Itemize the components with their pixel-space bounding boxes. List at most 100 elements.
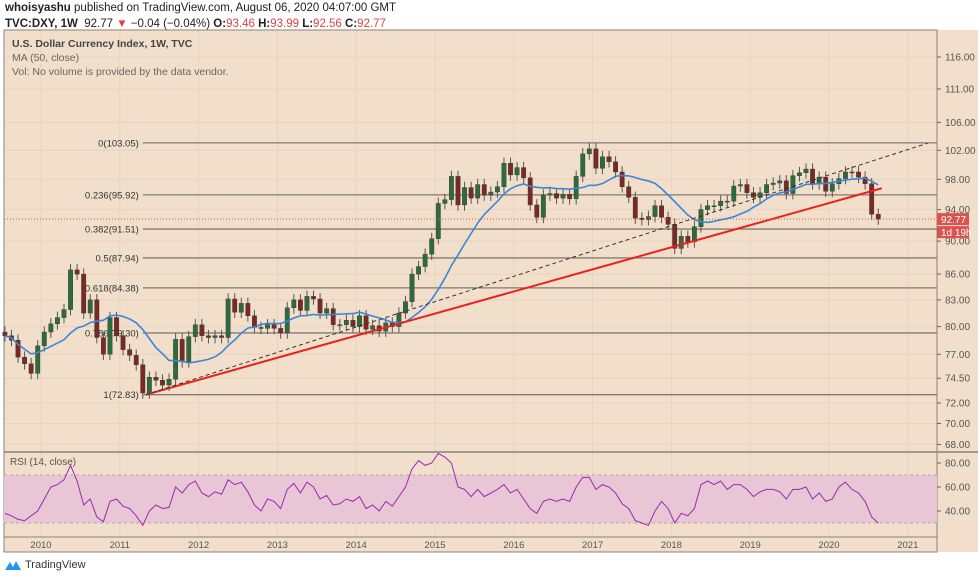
candle [396,312,402,327]
publish-info: whoisyashu published on TradingView.com,… [5,2,396,14]
fib-level-label: 1(72.83) [103,390,138,401]
quote-line: TVC:DXY, 1W 92.77 ▼ −0.04 (−0.04%) O:93.… [5,18,386,30]
candle [225,298,231,338]
time-tick-label: 2012 [188,540,209,551]
time-tick-label: 2018 [661,540,682,551]
legend-ma[interactable]: MA (50, close) [12,52,80,64]
candle [593,148,599,169]
candle [258,327,264,329]
candle [691,226,697,243]
candle [179,339,185,363]
candle [15,340,21,358]
candle [481,184,487,196]
open-label: O: [213,18,227,30]
rsi-line [4,452,879,527]
time-tick-label: 2017 [582,540,603,551]
candle [311,296,316,300]
rsi-band [4,475,937,523]
candle [238,303,244,313]
candle [416,266,421,275]
publisher[interactable]: whoisyashu [5,2,71,14]
candle [639,217,645,220]
candle [586,148,592,155]
price-tick-label: 83.00 [945,295,970,306]
high-label: H: [258,18,271,30]
time-tick-label: 2011 [110,540,130,551]
candle [245,303,251,316]
candle [718,200,724,206]
candle [613,161,618,173]
legend-title: U.S. Dollar Currency Index, 1W, TVC [12,38,193,50]
candle [265,324,270,329]
candle [68,269,73,310]
candle [534,204,540,218]
candle [731,185,737,202]
candle [435,203,441,239]
candle [652,205,658,217]
price-tick-label: 106.00 [945,118,976,129]
candle [521,167,527,179]
candle [206,335,211,338]
candle [343,320,349,325]
candle [337,324,343,326]
candle [659,205,664,218]
candle [409,273,415,302]
rsi-title: RSI (14, close) [10,457,76,468]
candle [160,379,165,386]
fib-level-label: 0.618(84.38) [85,283,139,294]
candle [810,168,815,184]
candle [192,324,198,337]
candle [843,171,848,179]
tradingview-logo-icon [5,561,21,570]
candle [869,183,875,215]
candle [856,171,861,178]
price-tick-label: 77.00 [945,350,970,361]
candle [370,325,376,330]
candle [429,238,435,255]
price-tick-label: 94.00 [945,205,970,216]
time-tick-label: 2014 [346,540,367,551]
last-price-tag [937,213,969,226]
down-arrow-icon: ▼ [116,18,128,30]
candle [797,172,802,176]
low-value: 92.56 [313,18,342,30]
candle [22,356,27,364]
candle [803,168,809,173]
candle [560,194,566,199]
candle [212,335,218,338]
candle [81,273,87,314]
candle [140,364,146,394]
candle [363,315,369,330]
candle [232,298,238,313]
tradingview-logo[interactable]: TradingView [4,559,86,571]
candle [74,269,80,275]
candle [744,184,750,193]
candle [357,315,362,327]
candle [278,328,284,334]
candle [462,187,467,206]
close-label: C: [345,18,358,30]
price-tick-label: 72.00 [945,399,970,410]
candle [48,323,54,333]
price-tick-label: 102.00 [945,146,976,157]
candle [317,298,323,314]
candle [751,192,756,198]
time-tick-label: 2020 [818,540,839,551]
support-trendline [145,187,883,396]
price-tick-label: 68.00 [945,440,970,451]
low-label: L: [302,18,314,30]
candle [790,175,796,194]
candle [685,236,691,243]
rsi-tick-label: 40.00 [945,507,970,518]
time-tick-label: 2016 [503,540,524,551]
candle [35,345,41,374]
candle [324,308,330,314]
candle [114,317,119,336]
candle [501,163,507,187]
candle [777,180,783,184]
candle [133,355,139,365]
legend-volume: Vol: No volume is provided by the data v… [12,66,229,78]
published-text: published on TradingView.com, August 06,… [74,2,397,14]
candle [127,349,133,356]
